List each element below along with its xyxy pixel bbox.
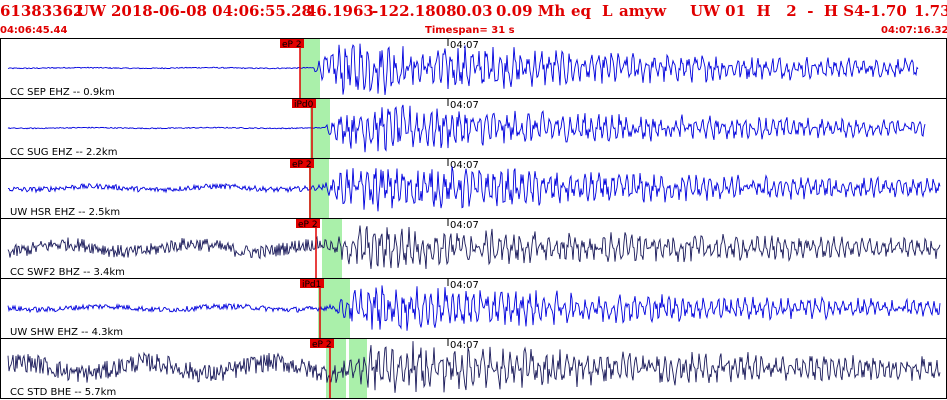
pick-label-box [296, 219, 320, 228]
pick-window [300, 39, 320, 98]
station-label: CC SWF2 BHZ -- 3.4km [10, 267, 125, 278]
waveform-trace [7, 285, 941, 331]
waveform-trace [7, 341, 941, 393]
value2: 1.73 [914, 2, 947, 20]
pick-window [330, 279, 350, 338]
pick-label-box [290, 159, 314, 168]
start-time: 04:06:45.44 [0, 25, 68, 36]
network: UW [76, 2, 106, 20]
waveform-trace [7, 225, 941, 270]
magnitude: 0.09 Mh [496, 2, 566, 20]
event-header: 61383362 UW 2018-06-08 04:06:55.28 46.19… [0, 0, 947, 22]
waveform-trace [7, 166, 941, 212]
timespan: Timespan= 31 s [425, 25, 515, 36]
station-label: UW HSR EHZ -- 2.5km [10, 207, 120, 218]
pick-label: eP 2 [292, 160, 312, 170]
station-label: CC SEP EHZ -- 0.9km [10, 87, 115, 98]
pick-window [326, 339, 346, 398]
time-tick-label: 04:07 [450, 280, 479, 291]
station-label: UW SHW EHZ -- 4.3km [10, 327, 123, 338]
depth: 0.03 [456, 2, 493, 20]
pick-window [322, 219, 342, 278]
waveform-trace [7, 43, 919, 96]
time-tick-label: 04:07 [450, 220, 479, 231]
event-id: 61383362 [0, 2, 84, 20]
event-type: eq [571, 2, 592, 20]
pick-label-box [292, 99, 316, 108]
time-tick-label: 04:07 [450, 160, 479, 171]
longitude: -122.1808 [372, 2, 457, 20]
quality-block: UW 01 H 2 - H S4 [690, 2, 865, 20]
latitude: 46.1963 [306, 2, 374, 20]
author: amyw [619, 2, 667, 20]
station-label: CC STD BHE -- 5.7km [10, 387, 116, 398]
pick-label: eP 2 [312, 340, 332, 350]
pick-window [309, 159, 329, 218]
end-time: 04:07:16.32 [881, 25, 947, 36]
pick-label: iPd1 [302, 280, 321, 290]
time-tick-label: 04:07 [450, 100, 479, 111]
waveform-trace [7, 104, 926, 153]
pick-label-box [280, 39, 304, 48]
pick-window [349, 339, 367, 398]
pick-label-box [300, 279, 324, 288]
event-datetime: 2018-06-08 04:06:55.28 [111, 2, 312, 20]
time-tick-label: 04:07 [450, 340, 479, 351]
seismogram-panel[interactable]: 04:07 eP 2 CC SEP EHZ -- 0.9km 04:07 iPd0 CC … [0, 38, 947, 400]
pick-label: iPd0 [294, 100, 314, 110]
location-code: L [602, 2, 613, 20]
time-tick-label: 04:07 [450, 40, 479, 51]
station-label: CC SUG EHZ -- 2.2km [10, 147, 117, 158]
pick-label: eP 2 [298, 220, 318, 230]
value1: -1.70 [864, 2, 907, 20]
pick-label: eP 2 [282, 40, 302, 50]
pick-label-box [310, 339, 334, 348]
